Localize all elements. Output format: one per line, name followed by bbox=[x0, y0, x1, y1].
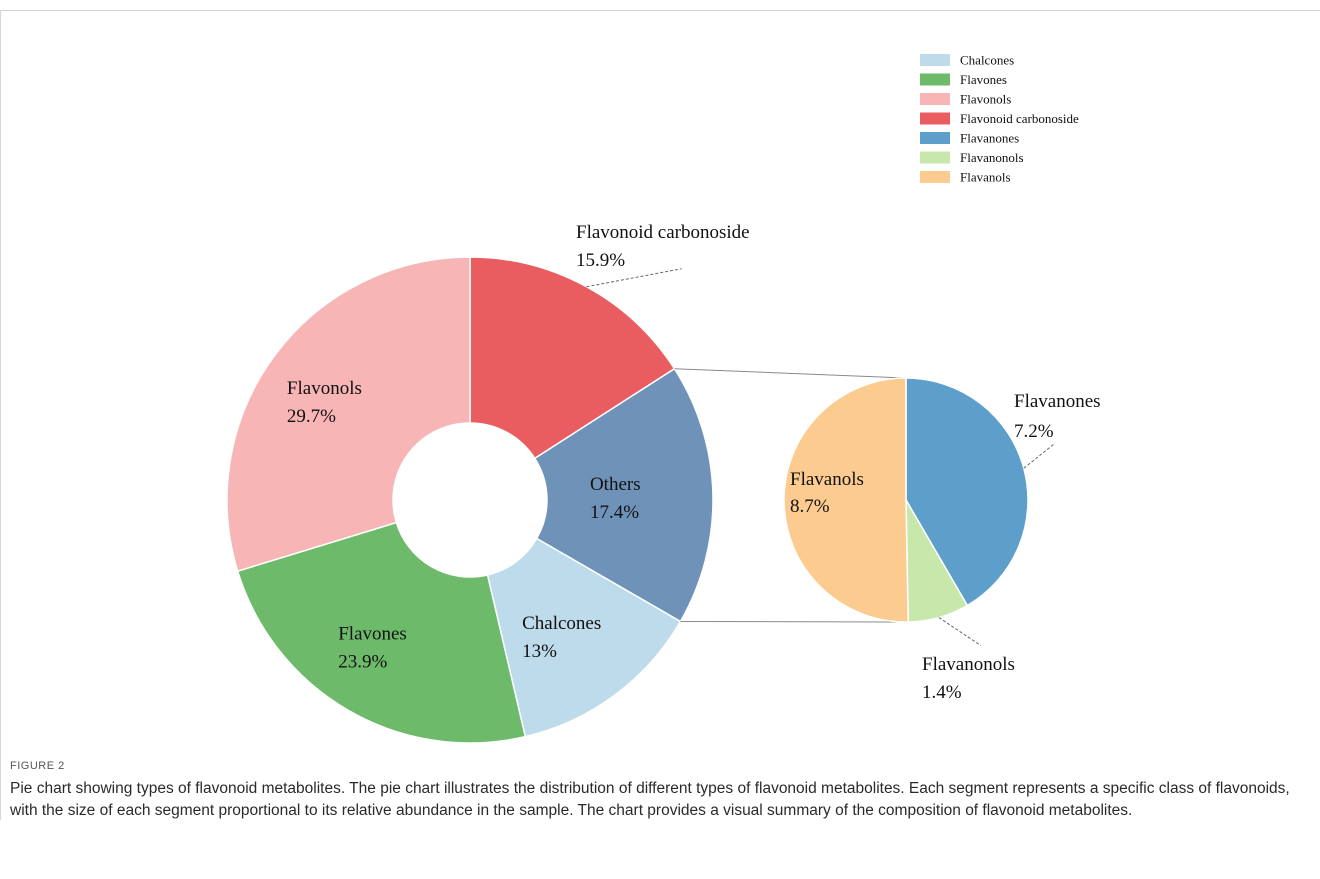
label-flavonols-name: Flavonols bbox=[287, 378, 362, 399]
legend-label-flavonols: Flavonols bbox=[960, 92, 1011, 107]
leader-line-flavanonols bbox=[938, 617, 982, 646]
connector-line-bottom bbox=[680, 621, 907, 623]
connector-lines bbox=[674, 368, 907, 623]
main-slice-flavones bbox=[236, 521, 527, 744]
main-slice-flavonols bbox=[226, 256, 471, 573]
label-flavonoid-carbonoside-name: Flavonoid carbonoside bbox=[576, 222, 750, 243]
legend-label-chalcones: Chalcones bbox=[960, 53, 1014, 68]
label-flavanols-value: 8.7% bbox=[790, 496, 830, 517]
slice-labels: Flavonoid carbonoside 15.9% Others 17.4% Cha… bbox=[287, 222, 1101, 703]
legend-label-flavanols: Flavanols bbox=[960, 170, 1011, 185]
legend-swatch-chalcones bbox=[920, 54, 950, 66]
label-flavanonols-value: 1.4% bbox=[922, 682, 962, 703]
legend-label-flavones: Flavones bbox=[960, 72, 1007, 87]
label-flavanonols-name: Flavanonols bbox=[922, 654, 1015, 675]
label-chalcones-value: 13% bbox=[522, 641, 557, 662]
figure-caption: FIGURE 2 Pie chart showing types of flav… bbox=[10, 760, 1300, 822]
figure-label: FIGURE 2 bbox=[10, 760, 65, 772]
legend-label-flavonoid-carbonoside: Flavonoid carbonoside bbox=[960, 111, 1079, 126]
legend: Chalcones Flavones Flavonols Flavonoid carb… bbox=[920, 53, 1079, 185]
label-flavonols-value: 29.7% bbox=[287, 406, 336, 427]
label-flavanones-value: 7.2% bbox=[1014, 421, 1054, 442]
main-slice-flavonoid-carbonoside bbox=[469, 256, 676, 460]
detail-slice-flavanones bbox=[905, 377, 1029, 607]
label-flavonoid-carbonoside-value: 15.9% bbox=[576, 250, 625, 271]
legend-label-flavanones: Flavanones bbox=[960, 131, 1019, 146]
detail-slice-flavanols bbox=[783, 377, 909, 623]
main-pie bbox=[226, 256, 714, 744]
label-flavanols-name: Flavanols bbox=[790, 469, 864, 490]
main-slice-others bbox=[533, 367, 714, 623]
label-flavones-name: Flavones bbox=[338, 624, 407, 645]
legend-swatch-flavonols bbox=[920, 93, 950, 105]
pie-of-pie-chart: Flavonoid carbonoside 15.9% Others 17.4% Cha… bbox=[226, 53, 1101, 744]
legend-swatch-flavanones bbox=[920, 132, 950, 144]
detail-pie bbox=[783, 377, 1029, 623]
connector-line-top bbox=[674, 368, 907, 379]
main-slice-chalcones bbox=[486, 537, 682, 738]
legend-swatch-flavones bbox=[920, 73, 950, 86]
caption-text: Pie chart showing types of flavonoid met… bbox=[10, 780, 1290, 819]
left-divider bbox=[0, 10, 1, 820]
legend-label-flavanonols: Flavanonols bbox=[960, 150, 1024, 165]
leader-line-flavanones bbox=[1023, 443, 1055, 469]
top-divider bbox=[0, 10, 1320, 11]
legend-swatch-flavonoid-carbonoside bbox=[920, 112, 950, 125]
label-others-value: 17.4% bbox=[590, 502, 639, 523]
legend-swatch-flavanols bbox=[920, 171, 950, 183]
label-flavanones-name: Flavanones bbox=[1014, 391, 1101, 412]
legend-swatch-flavanonols bbox=[920, 151, 950, 164]
leader-line-flavonoid-carbonoside bbox=[586, 268, 682, 288]
label-others-name: Others bbox=[590, 474, 641, 495]
label-flavones-value: 23.9% bbox=[338, 652, 387, 673]
label-chalcones-name: Chalcones bbox=[522, 613, 601, 634]
